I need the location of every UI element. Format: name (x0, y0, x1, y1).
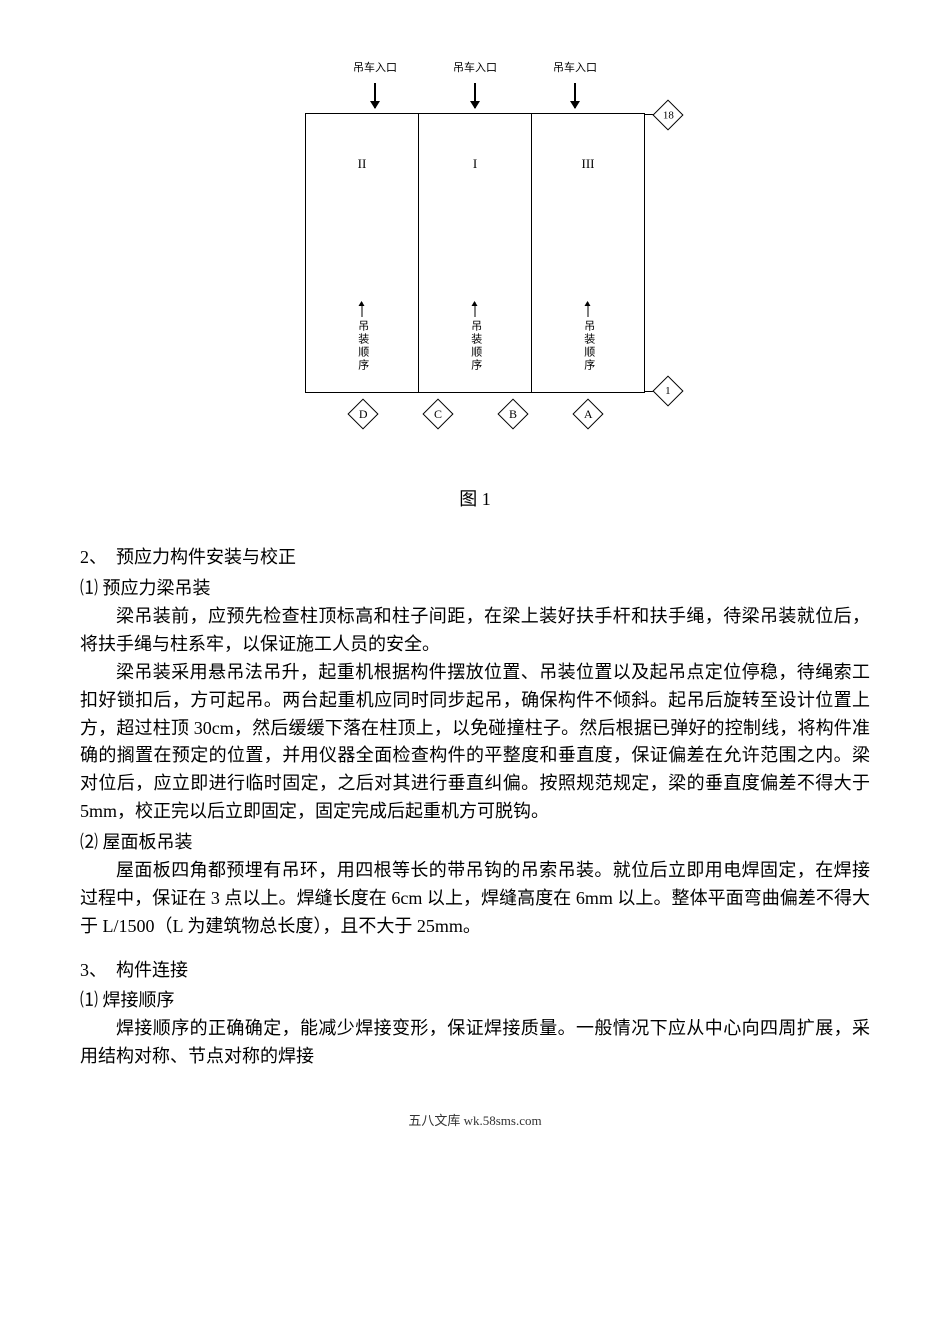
subsection-2-1: ⑴ 预应力梁吊装 (80, 574, 870, 603)
column-vertical-label: 吊装顺序 (466, 320, 484, 372)
axis-marker-bottom: D (347, 398, 378, 429)
paragraph: 屋面板四角都预埋有吊环，用四根等长的带吊钩的吊索吊装。就位后立即用电焊固定，在焊… (80, 857, 870, 941)
section-3-heading: 3、 构件连接 (80, 956, 870, 985)
axis-marker-bottom: A (572, 398, 603, 429)
down-arrow-icon (474, 83, 476, 108)
page-footer: 五八文库 wk.58sms.com (80, 1111, 870, 1132)
axis-marker-bottom: C (422, 398, 453, 429)
column-top-label: II (358, 154, 367, 175)
entry-label: 吊车入口 (553, 60, 597, 78)
grid-column: II 吊装顺序 (306, 114, 419, 392)
paragraph: 焊接顺序的正确确定，能减少焊接变形，保证焊接质量。一般情况下应从中心向四周扩展，… (80, 1015, 870, 1071)
column-vertical-label: 吊装顺序 (353, 320, 371, 372)
paragraph: 梁吊装前，应预先检查柱顶标高和柱子间距，在梁上装好扶手杆和扶手绳，待梁吊装就位后… (80, 603, 870, 659)
subsection-3-1: ⑴ 焊接顺序 (80, 986, 870, 1015)
column-vertical-label: 吊装顺序 (579, 320, 597, 372)
down-arrow-icon (374, 83, 376, 108)
paragraph: 梁吊装采用悬吊法吊升，起重机根据构件摆放位置、吊装位置以及起吊点定位停稳，待绳索… (80, 659, 870, 826)
entry-label: 吊车入口 (453, 60, 497, 78)
up-arrow-icon (588, 302, 589, 317)
entry-labels-row: 吊车入口 吊车入口 吊车入口 (305, 60, 645, 78)
entry-arrows-row (305, 83, 645, 113)
axis-marker-bottom: 1 (652, 375, 683, 406)
axis-marker-top: 18 (652, 99, 683, 130)
column-top-label: III (582, 154, 595, 175)
diagram-inner: 吊车入口 吊车入口 吊车入口 18 1 II 吊装顺序 I 吊装顺序 (305, 60, 645, 425)
down-arrow-icon (574, 83, 576, 108)
figure-caption: 图 1 (80, 485, 870, 514)
section-2-heading: 2、 预应力构件安装与校正 (80, 543, 870, 572)
up-arrow-icon (362, 302, 363, 317)
diagram-figure-1: 吊车入口 吊车入口 吊车入口 18 1 II 吊装顺序 I 吊装顺序 (305, 60, 645, 425)
up-arrow-icon (475, 302, 476, 317)
subsection-2-2: ⑵ 屋面板吊装 (80, 828, 870, 857)
grid-box: 18 1 II 吊装顺序 I 吊装顺序 III 吊装顺序 (305, 113, 645, 393)
bottom-labels-row: D C B A (305, 393, 645, 425)
grid-column: III 吊装顺序 (532, 114, 644, 392)
entry-label: 吊车入口 (353, 60, 397, 78)
column-top-label: I (473, 154, 477, 175)
grid-column: I 吊装顺序 (419, 114, 532, 392)
axis-marker-bottom: B (497, 398, 528, 429)
